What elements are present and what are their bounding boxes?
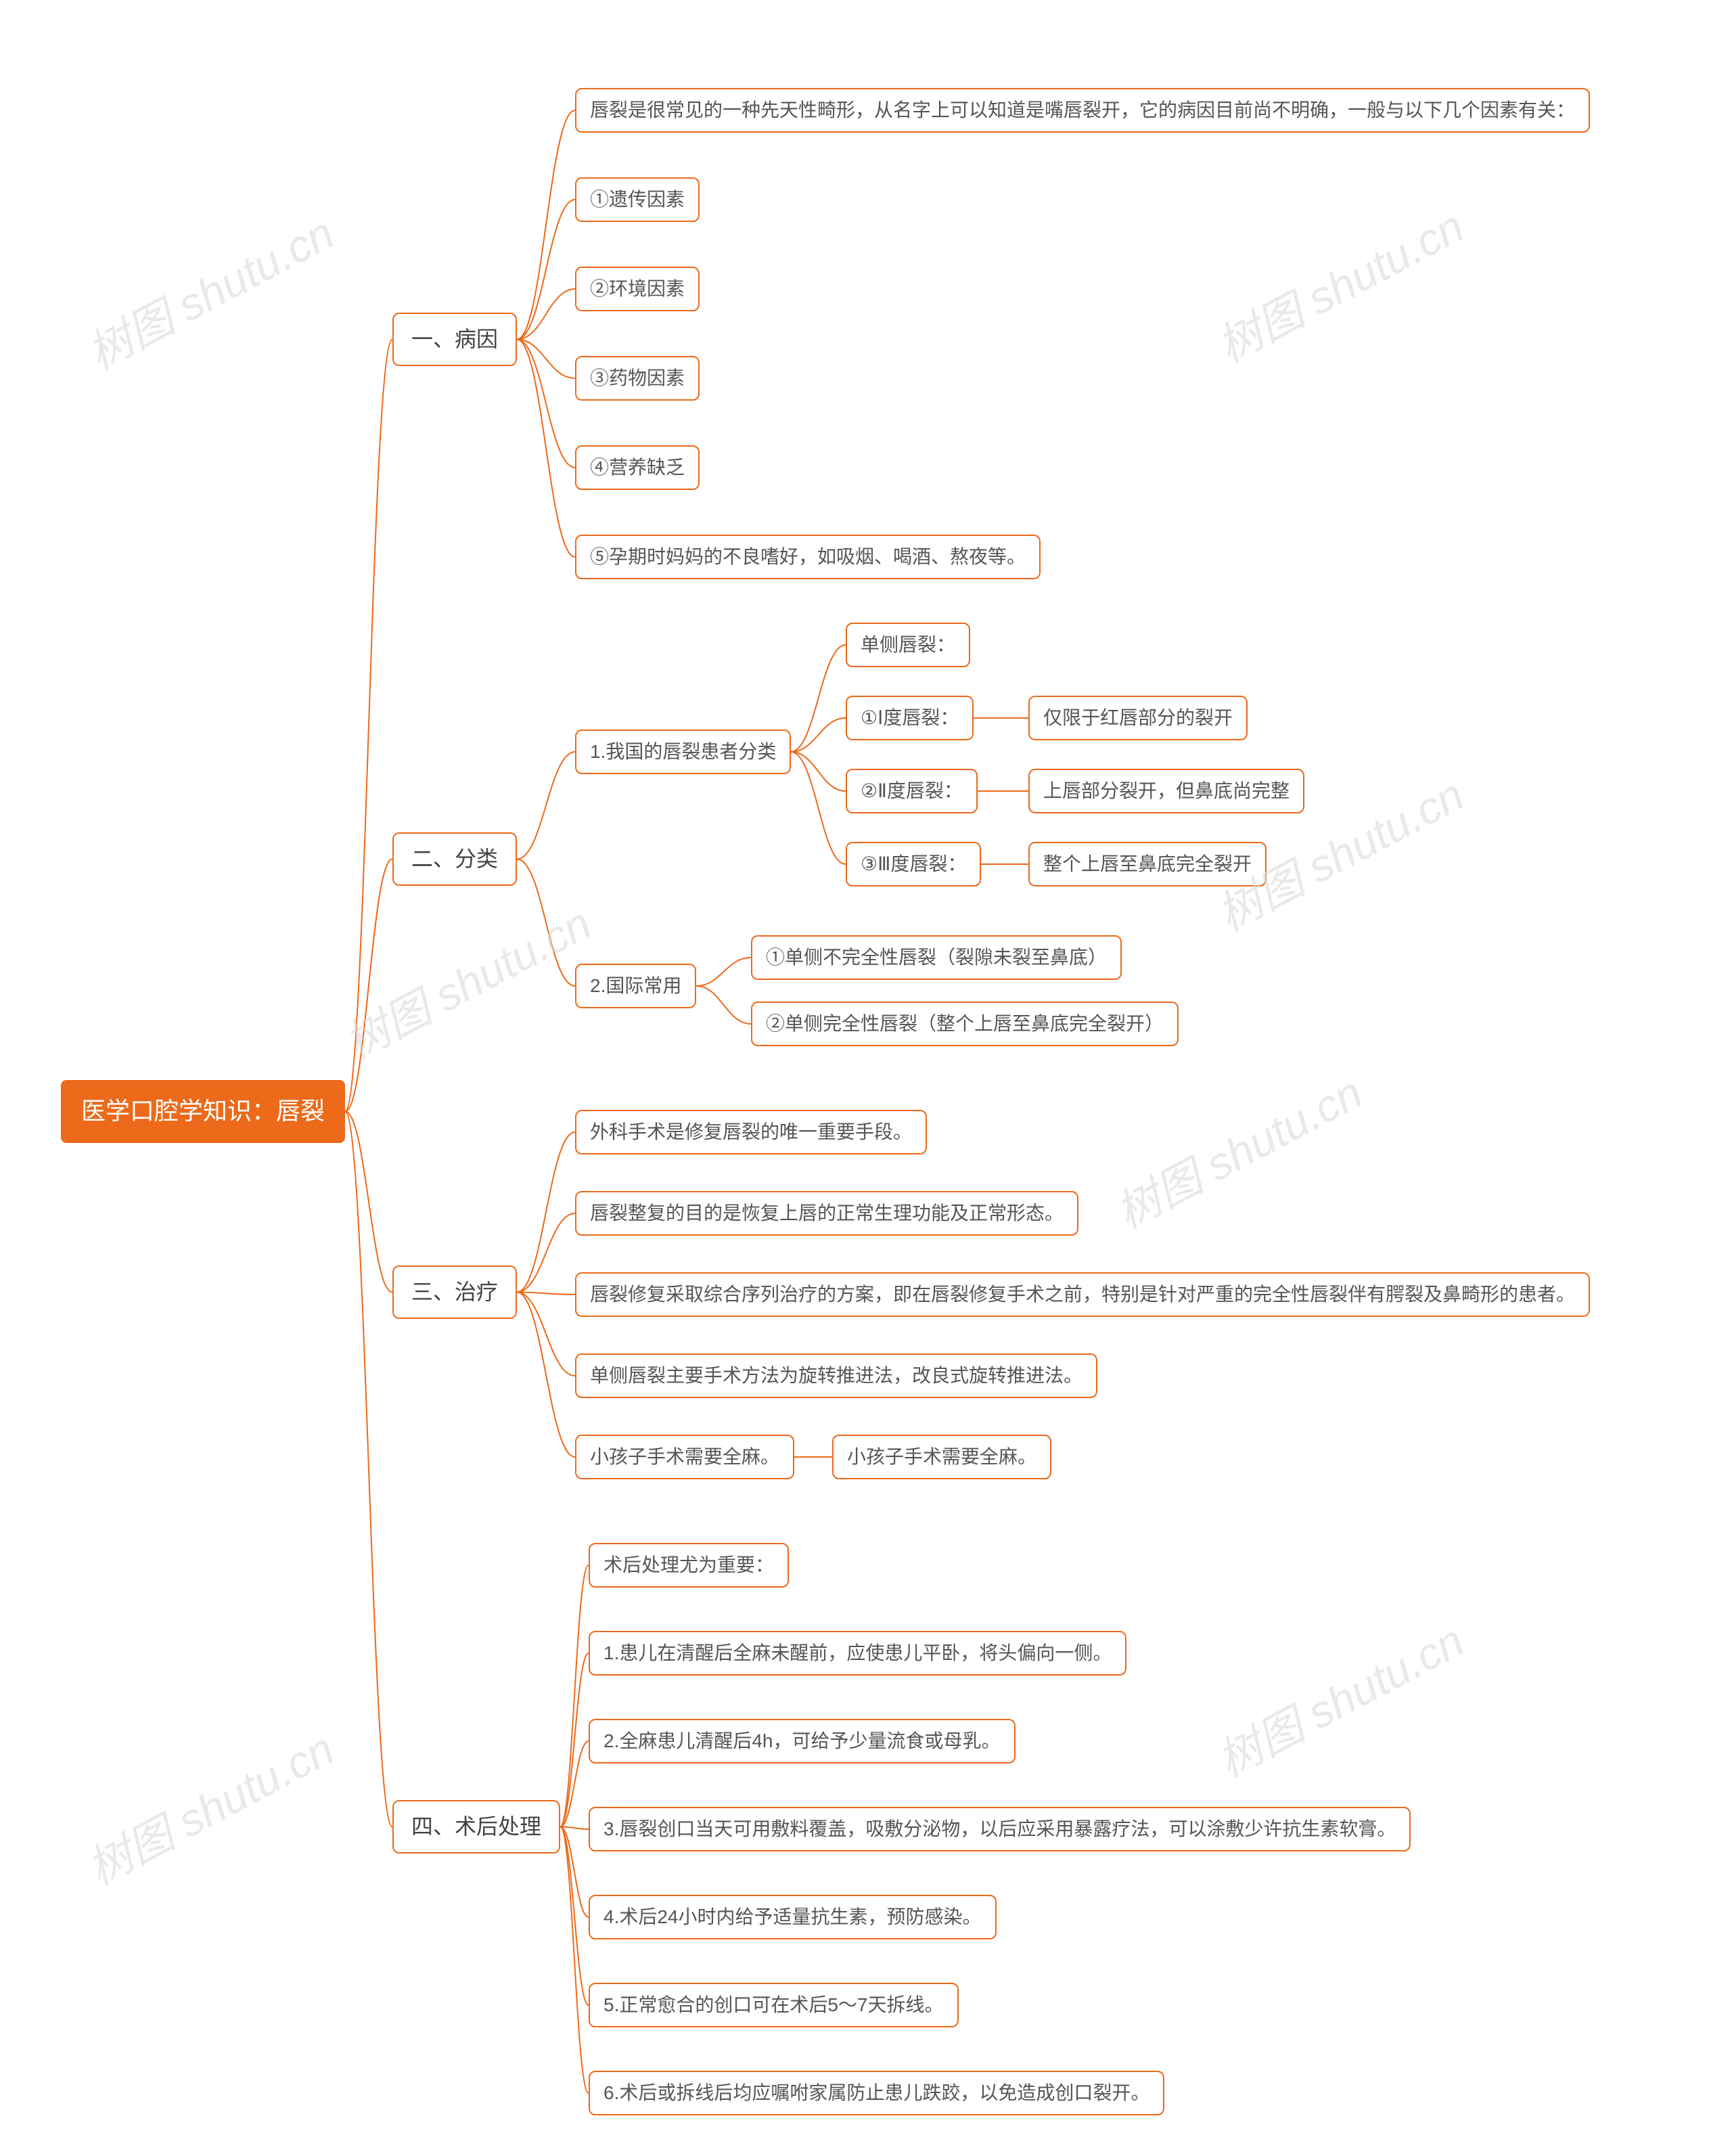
node-b2c1: 1.我国的唇裂患者分类 [575, 729, 791, 774]
node-label: ①遗传因素 [590, 189, 685, 210]
node-label: 一、病因 [411, 327, 498, 351]
node-label: 术后处理尤为重要： [603, 1554, 774, 1575]
node-b4c2: 1.患儿在清醒后全麻未醒前，应使患儿平卧，将头偏向一侧。 [589, 1631, 1126, 1676]
node-b4c7: 6.术后或拆线后均应嘱咐家属防止患儿跌跤，以免造成创口裂开。 [589, 2071, 1164, 2115]
node-b2c1d1: 整个上唇至鼻底完全裂开 [1028, 842, 1267, 886]
node-label: ④营养缺乏 [590, 457, 685, 478]
root-node: 医学口腔学知识：唇裂 [61, 1080, 345, 1143]
node-b2c2: 2.国际常用 [575, 964, 696, 1008]
node-label: 三、治疗 [411, 1280, 498, 1304]
node-label: 唇裂是很常见的一种先天性畸形，从名字上可以知道是嘴唇裂开，它的病因目前尚不明确，… [590, 99, 1575, 120]
node-b2c2a: ①单侧不完全性唇裂（裂隙未裂至鼻底） [751, 935, 1122, 980]
node-label: 5.正常愈合的创口可在术后5～7天拆线。 [603, 1994, 944, 2015]
node-b3c4: 单侧唇裂主要手术方法为旋转推进法，改良式旋转推进法。 [575, 1353, 1097, 1398]
node-b1c5: ④营养缺乏 [575, 445, 700, 490]
node-label: ③药物因素 [590, 367, 685, 388]
node-b2c1b: ①Ⅰ度唇裂： [846, 696, 974, 740]
node-b3c2: 唇裂整复的目的是恢复上唇的正常生理功能及正常形态。 [575, 1191, 1078, 1236]
node-label: 2.国际常用 [590, 975, 681, 996]
node-label: ①单侧不完全性唇裂（裂隙未裂至鼻底） [766, 947, 1107, 968]
node-b4c5: 4.术后24小时内给予适量抗生素，预防感染。 [589, 1895, 997, 1939]
node-b3c3: 唇裂修复采取综合序列治疗的方案，即在唇裂修复手术之前，特别是针对严重的完全性唇裂… [575, 1272, 1590, 1317]
node-label: ⑤孕期时妈妈的不良嗜好，如吸烟、喝酒、熬夜等。 [590, 546, 1026, 567]
watermark: 树图 shutu.cn [1204, 191, 1474, 375]
node-b2c2b: ②单侧完全性唇裂（整个上唇至鼻底完全裂开） [751, 1002, 1179, 1046]
node-b2c1c1: 上唇部分裂开，但鼻底尚完整 [1028, 769, 1304, 813]
node-label: 单侧唇裂： [861, 634, 955, 655]
node-b2c1d: ③Ⅲ度唇裂： [846, 842, 981, 886]
node-b3c5a: 小孩子手术需要全麻。 [832, 1435, 1051, 1479]
node-label: 唇裂修复采取综合序列治疗的方案，即在唇裂修复手术之前，特别是针对严重的完全性唇裂… [590, 1284, 1575, 1305]
node-b4c1: 术后处理尤为重要： [589, 1543, 789, 1588]
node-label: 1.我国的唇裂患者分类 [590, 741, 776, 762]
node-b2c1a: 单侧唇裂： [846, 623, 970, 667]
node-b3: 三、治疗 [392, 1265, 517, 1319]
node-label: ②单侧完全性唇裂（整个上唇至鼻底完全裂开） [766, 1013, 1164, 1034]
watermark: 树图 shutu.cn [74, 198, 344, 382]
node-label: ②环境因素 [590, 278, 685, 299]
node-b2c1b1: 仅限于红唇部分的裂开 [1028, 696, 1248, 740]
node-b1c1: 唇裂是很常见的一种先天性畸形，从名字上可以知道是嘴唇裂开，它的病因目前尚不明确，… [575, 88, 1590, 133]
node-b4c3: 2.全麻患儿清醒后4h，可给予少量流食或母乳。 [589, 1719, 1016, 1764]
node-label: 6.术后或拆线后均应嘱咐家属防止患儿跌跤，以免造成创口裂开。 [603, 2082, 1149, 2103]
node-label: 上唇部分裂开，但鼻底尚完整 [1043, 780, 1290, 801]
node-label: 2.全麻患儿清醒后4h，可给予少量流食或母乳。 [603, 1730, 1001, 1751]
node-label: 小孩子手术需要全麻。 [590, 1446, 779, 1467]
node-label: ③Ⅲ度唇裂： [861, 853, 966, 874]
node-b4c4: 3.唇裂创口当天可用敷料覆盖，吸敷分泌物，以后应采用暴露疗法，可以涂敷少许抗生素… [589, 1807, 1411, 1851]
node-label: 3.唇裂创口当天可用敷料覆盖，吸敷分泌物，以后应采用暴露疗法，可以涂敷少许抗生素… [603, 1818, 1396, 1839]
node-b2: 二、分类 [392, 832, 517, 886]
node-label: 1.患儿在清醒后全麻未醒前，应使患儿平卧，将头偏向一侧。 [603, 1642, 1112, 1663]
node-b1: 一、病因 [392, 313, 517, 366]
watermark: 树图 shutu.cn [1204, 1605, 1474, 1789]
node-label: 外科手术是修复唇裂的唯一重要手段。 [590, 1121, 912, 1142]
node-b1c4: ③药物因素 [575, 356, 700, 401]
node-label: 四、术后处理 [411, 1814, 541, 1839]
node-label: ①Ⅰ度唇裂： [861, 707, 959, 728]
node-label: 二、分类 [411, 847, 498, 871]
node-b1c2: ①遗传因素 [575, 177, 700, 222]
node-label: 小孩子手术需要全麻。 [847, 1446, 1036, 1467]
node-b1c6: ⑤孕期时妈妈的不良嗜好，如吸烟、喝酒、熬夜等。 [575, 535, 1041, 579]
node-b1c3: ②环境因素 [575, 267, 700, 311]
node-b4c6: 5.正常愈合的创口可在术后5～7天拆线。 [589, 1983, 959, 2027]
watermark: 树图 shutu.cn [332, 888, 601, 1072]
node-label: 单侧唇裂主要手术方法为旋转推进法，改良式旋转推进法。 [590, 1365, 1082, 1386]
node-b3c5: 小孩子手术需要全麻。 [575, 1435, 794, 1479]
node-label: 唇裂整复的目的是恢复上唇的正常生理功能及正常形态。 [590, 1203, 1064, 1223]
node-label: 整个上唇至鼻底完全裂开 [1043, 853, 1252, 874]
watermark: 树图 shutu.cn [1103, 1057, 1372, 1241]
node-b4: 四、术后处理 [392, 1800, 560, 1854]
node-label: 仅限于红唇部分的裂开 [1043, 707, 1233, 728]
node-b2c1c: ②Ⅱ度唇裂： [846, 769, 978, 813]
root-label: 医学口腔学知识：唇裂 [81, 1097, 325, 1125]
node-b3c1: 外科手术是修复唇裂的唯一重要手段。 [575, 1110, 927, 1154]
node-label: 4.术后24小时内给予适量抗生素，预防感染。 [603, 1906, 982, 1927]
watermark: 树图 shutu.cn [74, 1713, 344, 1897]
node-label: ②Ⅱ度唇裂： [861, 780, 963, 801]
